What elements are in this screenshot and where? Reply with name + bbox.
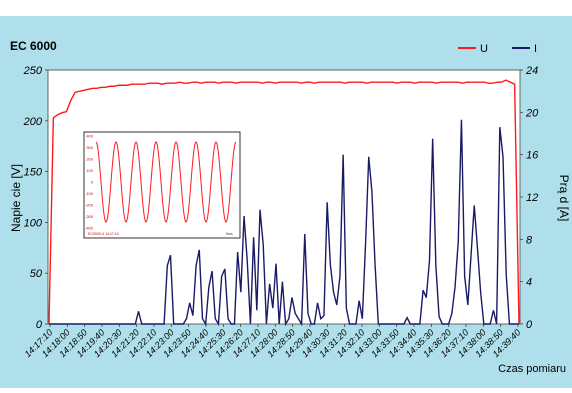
x-axis-label: Czas pomiaru — [498, 363, 566, 375]
series-line-u — [48, 79, 520, 325]
inset-sine-line — [95, 141, 237, 223]
right-tick-label: 16 — [526, 150, 539, 162]
left-tick-label: 250 — [23, 65, 43, 77]
left-tick-label: 50 — [30, 268, 43, 280]
right-axis-ticks: 0 4 8 12 16 20 24 — [520, 65, 539, 331]
inset-footer-left: EC6000 U 14:17:10 — [88, 232, 119, 236]
x-axis-ticks: 14:17:1014:18:0014:18:5014:19:4014:20:30… — [23, 324, 522, 359]
legend-label-u: U — [480, 43, 488, 55]
right-tick-label: 20 — [525, 107, 539, 119]
inset-tick-label: -100 — [85, 191, 94, 196]
left-tick-label: 200 — [23, 116, 43, 128]
inset-tick-label: 300 — [86, 145, 93, 150]
inset-tick-label: 100 — [86, 168, 93, 173]
inset-tick-label: 400 — [86, 134, 93, 139]
inset-tick-label: -400 — [85, 226, 94, 231]
legend-label-i: I — [534, 43, 537, 55]
inset-y-ticks: 400 300 200 100 0 -100 -200 -300 -400 — [85, 134, 94, 231]
right-axis-label: Prą d [A] — [557, 175, 571, 222]
right-tick-label: 8 — [526, 234, 533, 246]
left-axis-ticks: 0 50 100 150 200 250 — [23, 65, 48, 331]
legend: U I — [458, 43, 537, 55]
left-tick-label: 150 — [24, 167, 43, 179]
left-axis-label: Napie cie [V] — [9, 164, 23, 232]
right-tick-label: 4 — [526, 277, 532, 289]
left-tick-label: 0 — [36, 319, 43, 331]
top-band — [0, 0, 572, 16]
chart-container: EC 6000 U I 0 50 100 150 200 250 0 4 8 12 16 20 24 … — [0, 16, 572, 388]
left-tick-label: 100 — [24, 217, 43, 229]
inset-tick-label: -200 — [85, 203, 94, 208]
inset-waveform: 400 300 200 100 0 -100 -200 -300 -400 EC6000 U 1… — [83, 131, 241, 239]
inset-tick-label: 0 — [91, 180, 94, 185]
right-tick-label: 24 — [525, 65, 538, 77]
inset-tick-label: 200 — [86, 157, 93, 162]
chart-title: EC 6000 — [10, 39, 57, 53]
series-line-i — [49, 119, 519, 327]
right-tick-label: 0 — [526, 319, 533, 331]
inset-tick-label: -300 — [85, 214, 94, 219]
inset-footer-right: 5ms — [226, 232, 233, 236]
right-tick-label: 12 — [526, 192, 538, 204]
inset-frame — [83, 131, 241, 239]
